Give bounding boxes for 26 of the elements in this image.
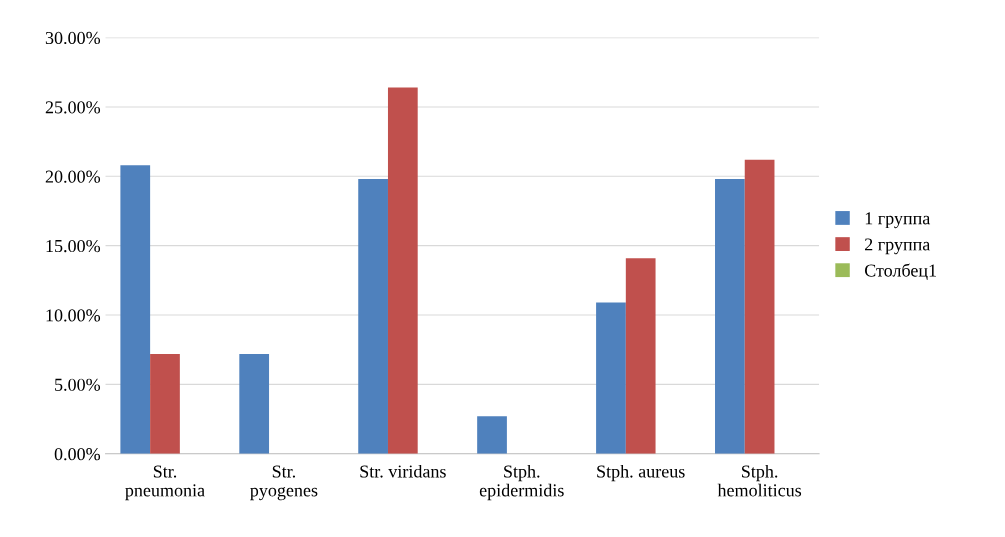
- bar: [239, 353, 270, 454]
- y-tick-label: 15.00%: [46, 239, 101, 253]
- y-tick-label: 10.00%: [46, 309, 101, 322]
- legend-label: 2 группа: [865, 238, 931, 255]
- legend-label: Столбец1: [864, 263, 936, 280]
- bar: [358, 179, 388, 454]
- x-tick-label: Stph. hemoliticus: [717, 464, 802, 497]
- y-tick-label: 20.00%: [45, 170, 101, 183]
- x-tick-label: Str. pyogenes: [250, 465, 318, 501]
- y-tick-label: 25.00%: [45, 101, 101, 114]
- y-tick-label: 5.00%: [55, 378, 101, 391]
- y-tick-label: 0.00%: [54, 448, 101, 461]
- legend-label: 1 группа: [865, 212, 931, 229]
- x-tick-label: Stph. epidermidis: [479, 464, 564, 501]
- bar: [120, 165, 151, 454]
- y-tick-label: 30.00%: [45, 31, 101, 45]
- x-tick-label: Stph. aureus: [597, 464, 685, 482]
- x-tick-label: Str. viridans: [360, 464, 446, 478]
- bar: [477, 416, 507, 454]
- bar: [625, 258, 656, 454]
- bar: [387, 87, 418, 454]
- x-tick-label: Str. pneumonia: [125, 465, 205, 501]
- bar: [744, 159, 775, 454]
- bar: [596, 302, 626, 454]
- bar: [150, 353, 180, 454]
- bar: [715, 179, 745, 454]
